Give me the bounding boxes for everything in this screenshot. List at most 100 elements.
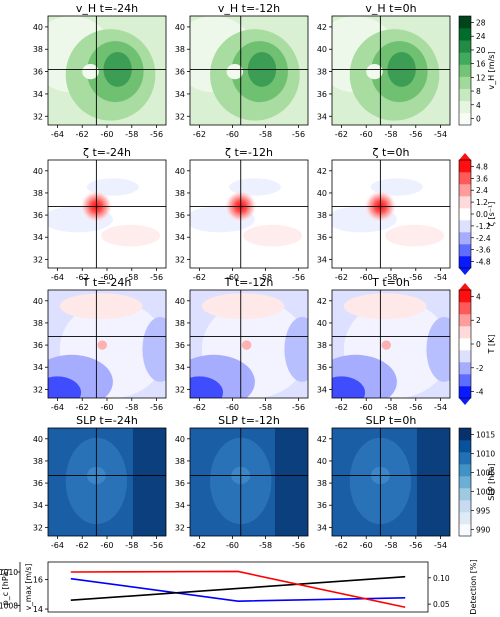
y-tick-label: 36 (317, 90, 327, 99)
panel-title: v_H t=0h (365, 2, 416, 15)
panel-9: T t=0h -62 -60 -58 -56 -54 42 40 38 36 34 (317, 276, 451, 412)
x-tick-label: -56 (150, 130, 163, 139)
panel-title: T t=-12h (224, 276, 274, 289)
colorbar-tick-label: 1010 (476, 449, 495, 458)
x-tick-label: -58 (384, 130, 397, 139)
colorbar-tick-label: 1005 (476, 468, 495, 477)
panel-3: v_H t=0h -62 -60 -58 -56 -54 42 40 38 36 34 (317, 2, 451, 139)
y-tick-label: 34 (317, 385, 327, 394)
x-tick-label: -56 (409, 541, 422, 550)
y-tick-label: 40 (317, 45, 327, 54)
y-tick-label: 34 (175, 363, 185, 372)
panel-title: SLP t=-24h (76, 414, 138, 427)
y-tick-label: 38 (33, 457, 43, 466)
panel-7: T t=-24h -64 -62 -60 -58 -56 40 38 36 34 32 (33, 276, 167, 412)
colorbar-tick-label: -2 (476, 364, 484, 373)
x-tick-label: -60 (360, 130, 373, 139)
y-tick-label: 40 (33, 23, 43, 32)
colorbar-tick-label: 990 (476, 526, 491, 535)
colorbar-extend-bottom (459, 268, 471, 275)
y-tick-label: 36 (33, 68, 43, 77)
colorbar-tick-label: 1000 (476, 488, 495, 497)
x-tick-label: -64 (51, 403, 64, 412)
y-tick-label: 40 (175, 435, 185, 444)
y-tick-label: 40 (317, 457, 327, 466)
x-tick-label: -62 (335, 403, 348, 412)
colorbar-segment (459, 244, 471, 257)
colorbar-label: v_H [m/s] (487, 51, 496, 89)
panel-field (332, 16, 450, 125)
colorbar-segment (459, 464, 471, 477)
y-tick-label: 40 (175, 297, 185, 306)
x-tick-label: -56 (150, 541, 163, 550)
y-tick-label: 34 (33, 90, 43, 99)
panel-field (332, 160, 450, 268)
panel-frame (189, 15, 309, 126)
colorbar-segment (459, 428, 471, 441)
panel-field (190, 160, 308, 268)
x-tick-label: -56 (292, 541, 305, 550)
panel-title: ζ t=-24h (83, 146, 131, 159)
x-tick-label: -54 (434, 273, 447, 282)
x-tick-label: -58 (125, 273, 138, 282)
colorbar-segment (459, 40, 471, 53)
tick-label-detection: 0.10 (433, 574, 450, 583)
colorbar-tick-label: 4.8 (476, 162, 488, 171)
colorbar-segment (459, 220, 471, 233)
y-tick-label: 34 (175, 90, 185, 99)
y-tick-label: 36 (317, 233, 327, 242)
x-tick-label: -56 (150, 273, 163, 282)
y-tick-label: 40 (317, 319, 327, 328)
tick-label-vmax: 16 (33, 576, 43, 585)
colorbar-tick-label: -4 (476, 388, 484, 397)
panel-field (48, 16, 166, 125)
panel-4: ζ t=-24h -64 -62 -60 -58 -56 40 38 36 34 32 (33, 146, 167, 282)
panel-6: ζ t=0h -62 -60 -58 -56 -54 42 40 38 36 34 (317, 146, 451, 282)
colorbar-vH: 28 24 20 16 12 8 4 0 v_H [m/s] (458, 15, 496, 126)
warm-core (97, 340, 107, 350)
x-tick-label: -56 (292, 273, 305, 282)
y-tick-label: 36 (33, 211, 43, 220)
y-tick-label: 38 (33, 45, 43, 54)
y-tick-label: 36 (317, 501, 327, 510)
colorbar-tick-label: 12 (476, 73, 486, 82)
colorbar-tick-label: 16 (476, 60, 486, 69)
colorbar-tick-label: 995 (476, 507, 491, 516)
panel-field (48, 428, 166, 536)
colorbar-tick-label: 1.2 (476, 198, 488, 207)
panel-title: ζ t=-12h (225, 146, 273, 159)
panel-field (190, 428, 308, 536)
x-tick-label: -58 (259, 273, 272, 282)
panel-frame (189, 427, 309, 537)
colorbar-T: 4 2 0 -2 -4 T [K] (458, 283, 496, 405)
colorbar-tick-label: 3.6 (476, 174, 488, 183)
panel-field (48, 160, 166, 268)
y-tick-label: 32 (175, 255, 185, 264)
panel-field (332, 428, 450, 536)
x-tick-label: -62 (76, 541, 89, 550)
colorbar-tick-label: 2 (476, 316, 481, 325)
x-tick-label: -64 (51, 273, 64, 282)
colorbar-tick-label: 0 (476, 114, 481, 123)
colorbar-segment (459, 488, 471, 501)
y-tick-label: 38 (317, 211, 327, 220)
colorbar-segment (459, 16, 471, 29)
x-tick-label: -60 (360, 403, 373, 412)
y-tick-label: 32 (33, 112, 43, 121)
y-tick-label: 40 (317, 189, 327, 198)
x-tick-label: -64 (51, 541, 64, 550)
field-contour (385, 224, 445, 247)
colorbar-segment (459, 314, 471, 327)
x-tick-label: -56 (150, 403, 163, 412)
colorbar-segment (459, 512, 471, 525)
field-contour (82, 63, 99, 80)
field-contour (226, 63, 244, 80)
series-line (70, 575, 406, 602)
panel-11: SLP t=-12h -62 -60 -58 -56 40 38 36 34 32 (175, 414, 309, 550)
colorbar-extend-bottom (459, 398, 471, 405)
panel-field (48, 290, 166, 398)
y-tick-label: 42 (317, 435, 327, 444)
y-tick-label: 34 (33, 363, 43, 372)
field-contour (190, 376, 224, 398)
field-contour (343, 293, 427, 320)
